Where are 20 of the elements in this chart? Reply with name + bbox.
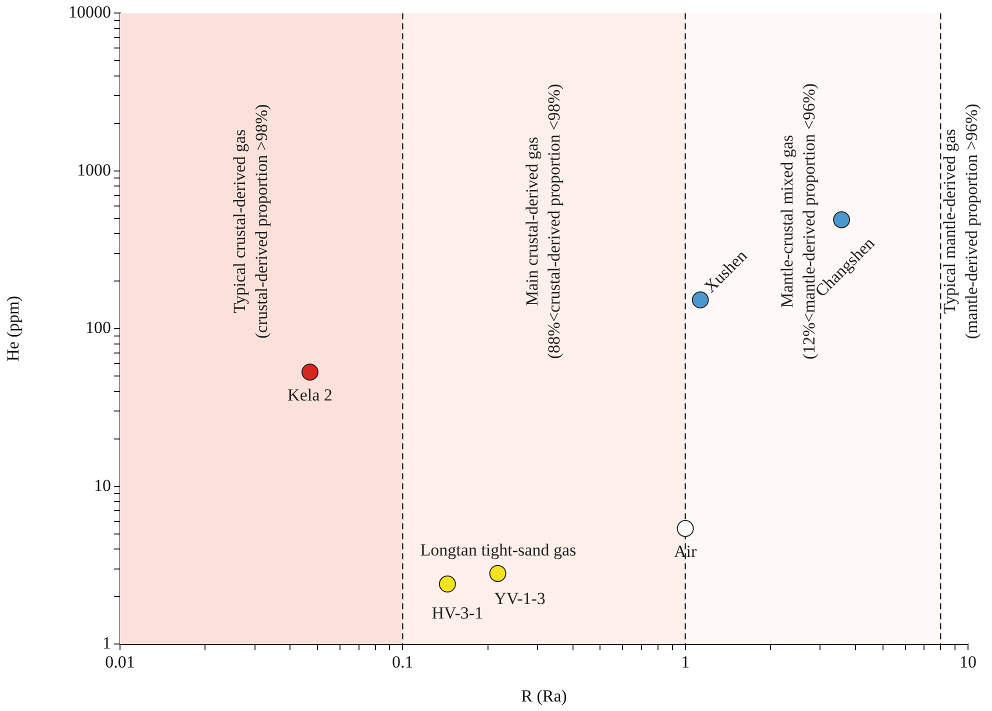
y-tick-label: 100	[86, 318, 111, 338]
series-label: YV-1-3	[494, 588, 546, 608]
y-tick-label: 10000	[68, 2, 111, 22]
y-axis-title: He (ppm)	[4, 296, 23, 362]
x-tick-label: 0.1	[392, 652, 414, 672]
band-label: Mantle-crustal mixed gas (12%<mantle-derived proportion <96%)	[777, 83, 818, 360]
band-label: Typical mantle-derived gas (mantle-derived proportion >96%)	[940, 104, 981, 339]
y-tick-label: 1	[102, 633, 111, 652]
series-label: Air	[674, 542, 697, 561]
series-label: Kela 2	[288, 386, 332, 405]
band-label: Typical crustal-derived gas (crustal-derived proportion >98%)	[230, 104, 271, 339]
annotation: Longtan tight-sand gas	[420, 540, 576, 560]
series-label: HV-3-1	[432, 604, 484, 623]
y-tick-label: 1000	[77, 160, 111, 180]
band-label: Main crustal-derived gas (88%<crustal-derived proportion <98%)	[522, 84, 564, 359]
x-axis-title: R (Ra)	[521, 686, 567, 706]
x-tick-label: 0.01	[105, 652, 135, 672]
x-tick-label: 10	[960, 652, 976, 672]
y-tick-label: 10	[94, 476, 111, 495]
x-tick-label: 1	[681, 652, 690, 672]
